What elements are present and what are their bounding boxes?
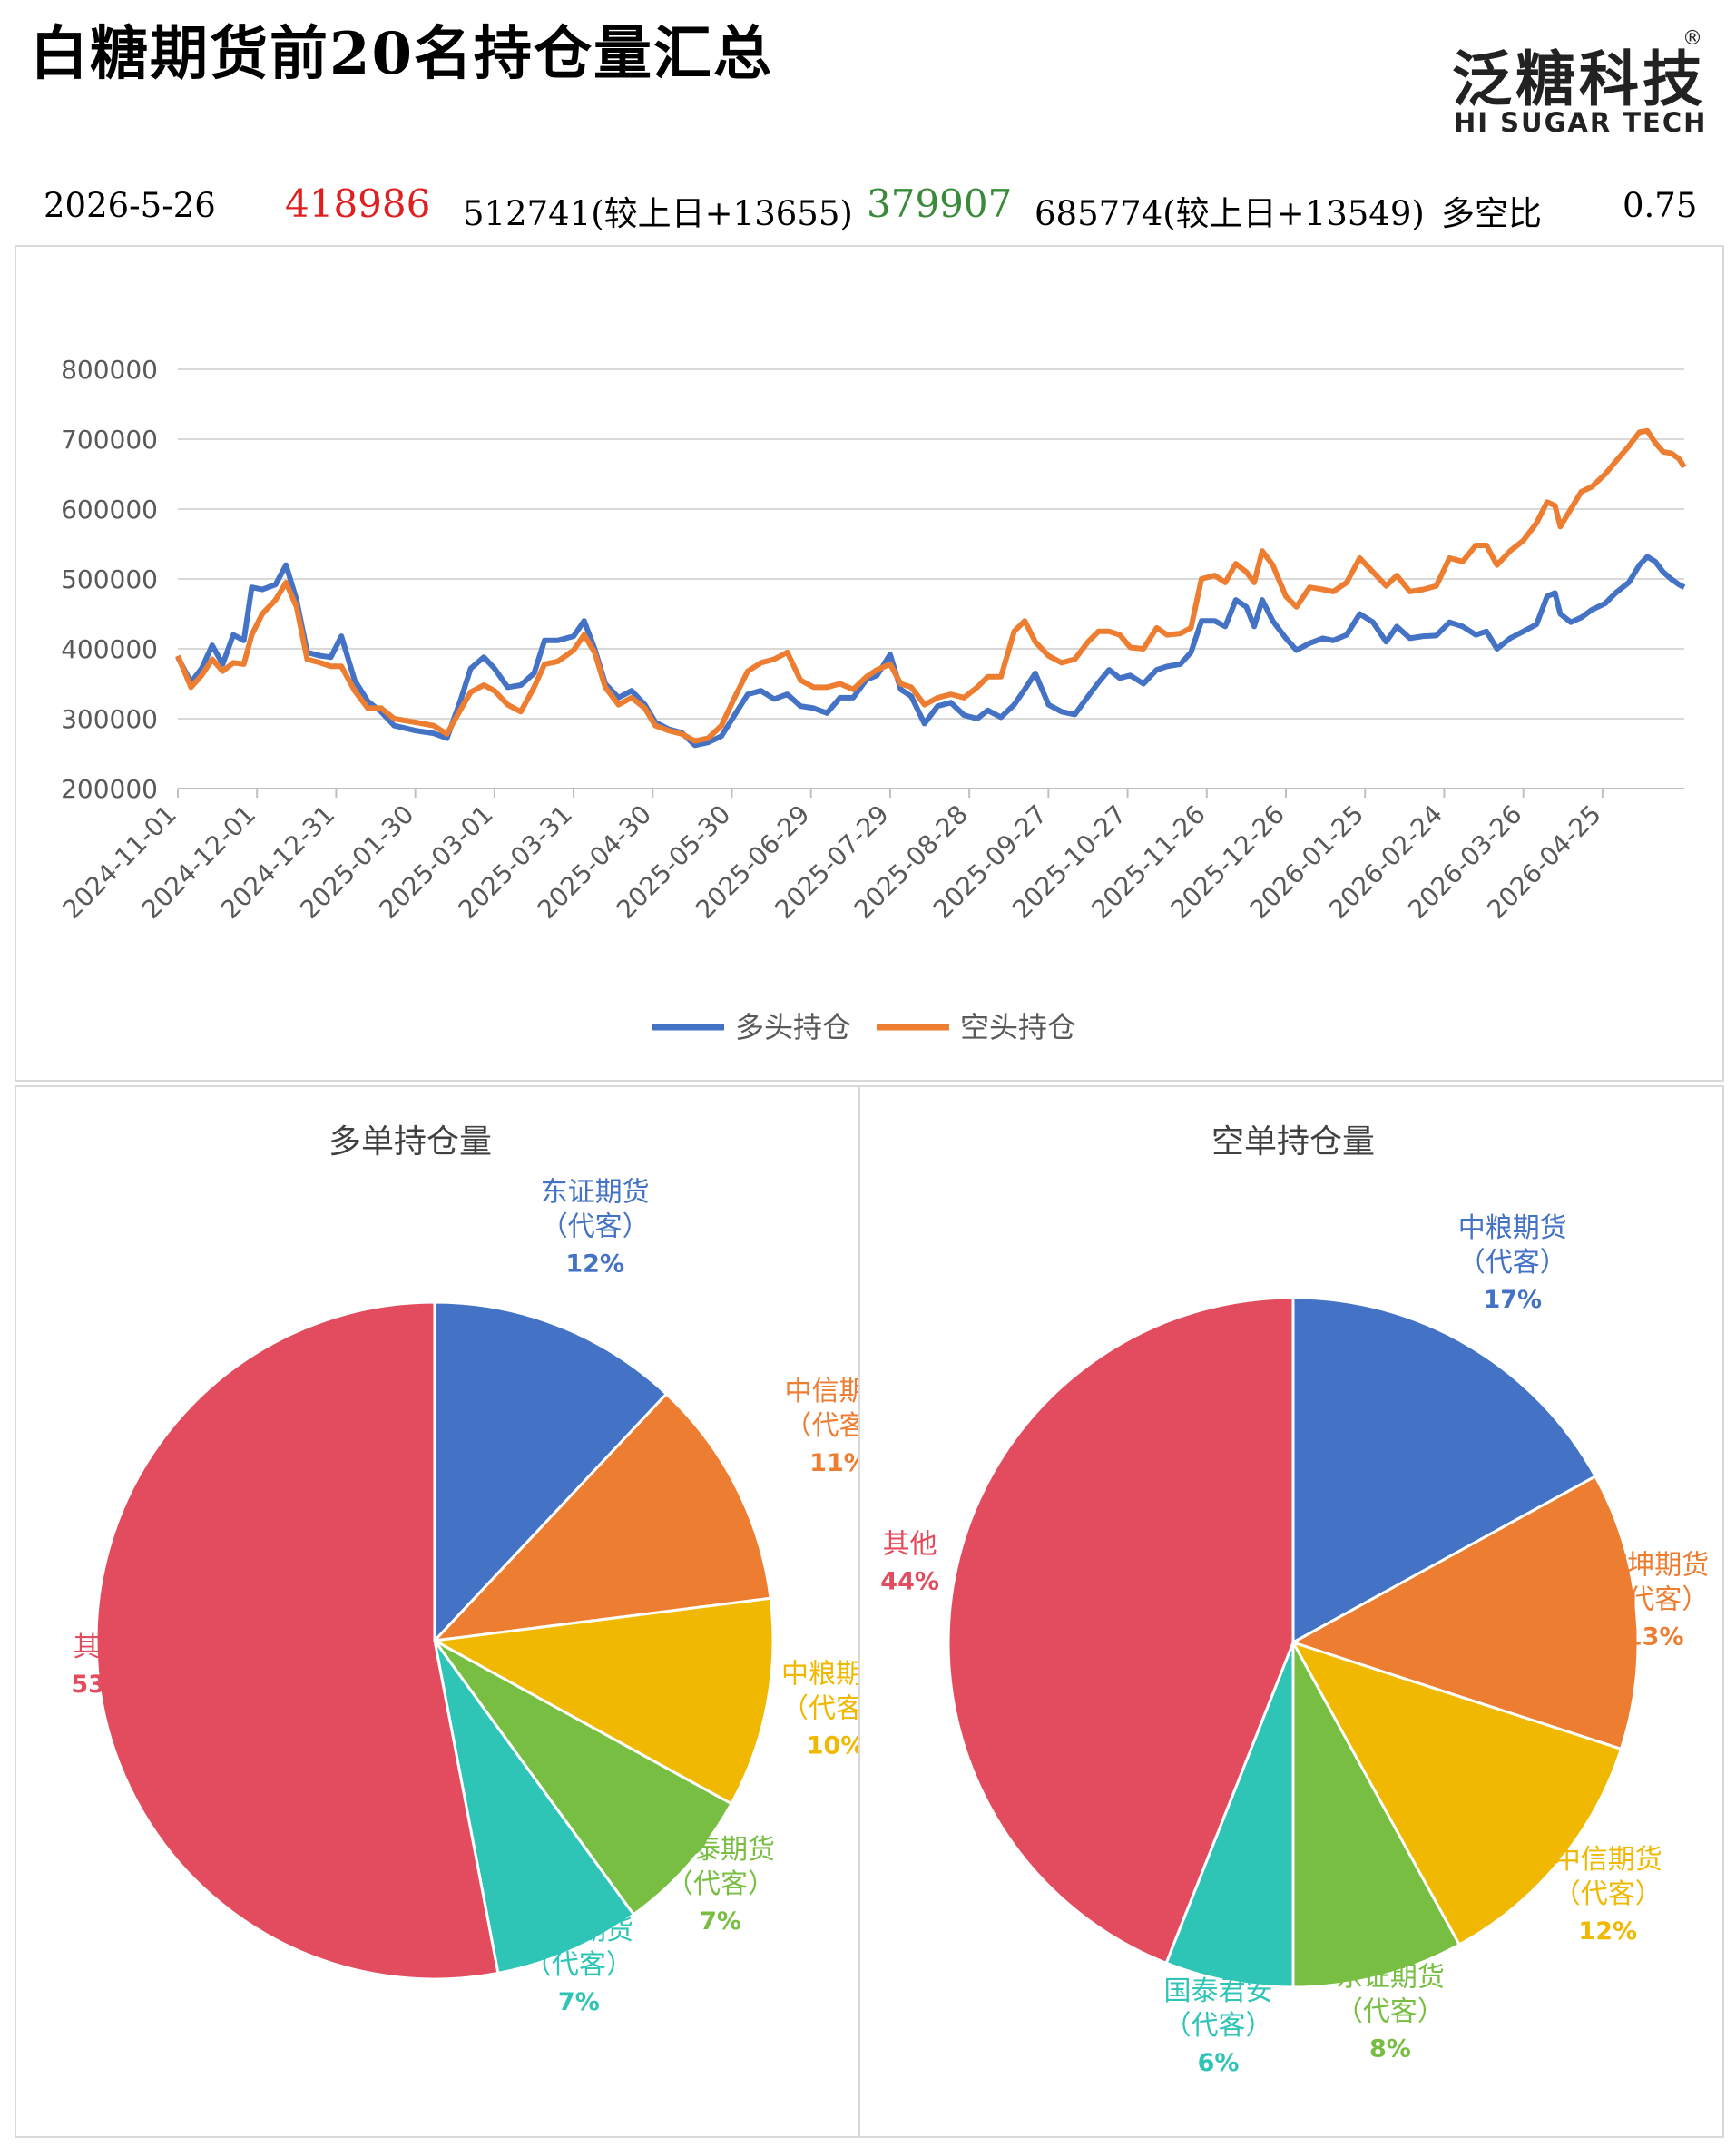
line-chart: 200000 300000 400000 500000 600000 700000 8000… xyxy=(57,355,1687,1044)
pie-slice-label: 华泰期货（代客） 7% xyxy=(666,1834,775,1936)
pie-slice-label: 国泰君安（代客） 6% xyxy=(1164,1975,1273,2077)
stat-long-value: 418986 xyxy=(285,181,431,226)
pie-label-sub: （代客） xyxy=(1554,1878,1662,1910)
short-pie-panel: 空单持仓量 中粮期货 （代客） 17% 乾坤期货 （代客） 13% 中信期货 （代客） 12% 东证… xyxy=(858,1085,1724,2138)
page-title: 白糖期货前20名持仓量汇总 xyxy=(30,20,774,88)
registered-mark: ® xyxy=(1682,27,1702,50)
stat-ratio-label: 多空比 xyxy=(1441,194,1542,233)
line-chart-panel: 200000 300000 400000 500000 600000 700000 8000… xyxy=(15,245,1724,1082)
stat-long-total: 512741(较上日+13655) xyxy=(463,194,853,233)
pie-label-pct: 44% xyxy=(880,1567,939,1595)
pie-label-name: 其他 xyxy=(74,1632,128,1663)
pie-slice-label: 中信期货（代客） 11% xyxy=(785,1376,894,1477)
pie-label-sub: （代客） xyxy=(1336,1995,1445,2027)
long-pie-chart: 多单持仓量东证期货（代客）12%中信期货（代客）11%中粮期货（代客）10%华泰… xyxy=(71,1123,894,2016)
y-tick-label: 700000 xyxy=(61,425,158,455)
pie-label-sub: （代客） xyxy=(666,1868,775,1900)
pie-slice xyxy=(431,1391,772,1643)
pie-label-name: 其他 xyxy=(883,1528,937,1560)
pie-slice xyxy=(433,1640,636,1975)
pie-slice-label: 其他 44% xyxy=(880,1528,939,1595)
stat-short-value: 379907 xyxy=(867,181,1013,226)
pie-label-sub: （代客） xyxy=(781,1692,858,1724)
pie-label-sub: （代客） xyxy=(1164,2010,1273,2042)
short-pie-chart: 空单持仓量中粮期货（代客）17%乾坤期货（代客）13%中信期货（代客）12%东证… xyxy=(880,1123,1709,2077)
y-tick-label: 800000 xyxy=(61,355,158,385)
pie-label-sub: （代客） xyxy=(541,1211,650,1243)
pie-slice xyxy=(1164,1642,1295,1989)
pie-label-pct: 7% xyxy=(700,1907,741,1936)
pie-label-name: 银河期货 xyxy=(525,1915,633,1946)
pie-slice-label: 东证期货（代客） 12% xyxy=(541,1177,650,1279)
y-tick-label: 500000 xyxy=(61,564,158,594)
pie-label-pct: 7% xyxy=(558,1988,600,2016)
pie-slice-label: 东证期货（代客） 8% xyxy=(1336,1961,1445,2063)
long-pie-panel: 多单持仓量东证期货（代客）12%中信期货（代客）11%中粮期货（代客）10%华泰… xyxy=(15,1085,894,2138)
pie-slice xyxy=(1290,1474,1640,1751)
pie-label-sub: （代客） xyxy=(1458,1247,1567,1279)
pie-label-name: 中粮期货 xyxy=(781,1658,858,1690)
logo-english-text: HI SUGAR TECH xyxy=(1454,107,1708,138)
pie-label-name: 乾坤期货 xyxy=(1600,1549,1709,1581)
pie-label-pct: 8% xyxy=(1369,2034,1411,2063)
pie-label-sub: （代客） xyxy=(1600,1583,1709,1615)
pie-slice-label: 中粮期货（代客） 17% xyxy=(1458,1212,1567,1314)
y-tick-label: 400000 xyxy=(61,634,158,664)
pie-slice xyxy=(1290,1640,1623,1947)
pie-label-pct: 12% xyxy=(565,1250,624,1279)
y-tick-label: 600000 xyxy=(61,495,158,524)
legend-label: 多头持仓 xyxy=(735,1010,851,1044)
pie-slice-label: 银河期货（代客） 7% xyxy=(525,1915,633,2016)
logo-chinese-text: 泛糖科技 xyxy=(1452,44,1706,114)
pie-slice xyxy=(1291,1296,1598,1645)
pie-label-name: 中信期货 xyxy=(1554,1844,1662,1876)
pie-label-name: 华泰期货 xyxy=(666,1834,775,1866)
pie-slice-label: 中粮期货（代客） 10% xyxy=(781,1658,890,1760)
pie-slice xyxy=(433,1639,733,1917)
series-line xyxy=(175,554,1686,749)
pie-slice xyxy=(1291,1642,1462,1989)
stat-date: 2026-5-26 xyxy=(44,186,216,225)
y-tick-label: 200000 xyxy=(61,774,158,804)
pie-slice xyxy=(94,1300,500,1981)
pie-slice xyxy=(430,1596,775,1806)
pie-slice-label: 其他 53% xyxy=(71,1632,130,1699)
pie-label-sub: （代客） xyxy=(525,1949,633,1981)
pie-slice xyxy=(946,1296,1295,1966)
pie-label-sub: （代客） xyxy=(785,1410,858,1442)
pie-label-name: 中信期货 xyxy=(785,1376,858,1407)
pie-label-pct: 17% xyxy=(1483,1286,1542,1314)
pie-title: 多单持仓量 xyxy=(329,1123,492,1161)
y-tick-label: 300000 xyxy=(61,704,158,734)
pie-label-pct: 53% xyxy=(71,1671,130,1699)
pie-label-pct: 6% xyxy=(1198,2049,1240,2077)
pie-label-name: 东证期货 xyxy=(1336,1961,1445,1993)
pie-label-pct: 10% xyxy=(807,1731,858,1760)
pie-label-name: 中粮期货 xyxy=(1458,1212,1567,1244)
series-line xyxy=(175,427,1687,744)
brand-logo: 泛糖科技 ® HI SUGAR TECH xyxy=(1448,27,1705,145)
pie-label-pct: 13% xyxy=(1625,1623,1684,1651)
pie-slice-label: 中信期货（代客） 12% xyxy=(1554,1844,1662,1946)
stat-ratio-value: 0.75 xyxy=(1623,186,1698,225)
stat-short-total: 685774(较上日+13549) xyxy=(1035,194,1425,233)
pie-label-pct: 12% xyxy=(1578,1917,1637,1946)
pie-slice xyxy=(433,1300,669,1644)
pie-title: 空单持仓量 xyxy=(1211,1123,1375,1161)
pie-label-pct: 11% xyxy=(809,1449,858,1477)
legend-label: 空头持仓 xyxy=(960,1010,1076,1044)
pie-label-name: 东证期货 xyxy=(541,1177,650,1209)
pie-label-name: 国泰君安 xyxy=(1164,1975,1273,2007)
pie-slice-label: 乾坤期货（代客） 13% xyxy=(1600,1549,1709,1651)
